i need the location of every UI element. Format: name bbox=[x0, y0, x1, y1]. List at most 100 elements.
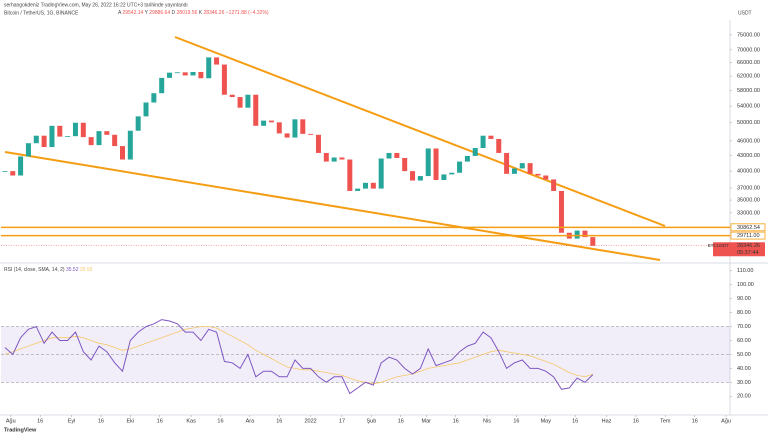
candle bbox=[33, 135, 39, 144]
candle bbox=[496, 138, 502, 153]
x-tick-label: May bbox=[541, 418, 552, 424]
candle bbox=[80, 122, 86, 138]
last-price-label: 28346.26 bbox=[737, 243, 760, 249]
last-price-tag bbox=[713, 242, 765, 257]
y-tick-label: 100.00 bbox=[737, 282, 754, 288]
candle bbox=[268, 120, 274, 123]
candle bbox=[292, 119, 298, 138]
y-tick-label: 40000.00 bbox=[737, 169, 760, 175]
candle bbox=[480, 135, 486, 149]
x-tick-label: 16 bbox=[453, 418, 459, 424]
y-tick-label: 37000.00 bbox=[737, 185, 760, 191]
y-tick-label: 80.00 bbox=[737, 310, 751, 316]
candle bbox=[49, 125, 55, 148]
trend-line bbox=[4, 151, 661, 261]
candle bbox=[112, 134, 118, 147]
candle bbox=[18, 156, 24, 176]
x-tick-label: 16 bbox=[217, 418, 223, 424]
candle bbox=[182, 72, 188, 76]
y-tick-label: 70000.00 bbox=[737, 47, 760, 53]
candle bbox=[504, 152, 510, 174]
candle bbox=[511, 168, 517, 174]
x-tick-label: Eki bbox=[127, 418, 135, 424]
candle bbox=[25, 143, 31, 157]
x-tick-label: 16 bbox=[572, 418, 578, 424]
x-tick-label: 16 bbox=[513, 418, 519, 424]
ohlc-value: 28019.56 bbox=[177, 10, 198, 16]
candle bbox=[378, 158, 384, 189]
candle bbox=[237, 97, 243, 108]
legend: RSI (14, close, SMA, 14, 2) 35.52 35.93 bbox=[4, 267, 93, 273]
candle bbox=[347, 159, 353, 191]
candle bbox=[221, 64, 227, 95]
y-tick-label: 110.00 bbox=[737, 268, 753, 274]
candle bbox=[253, 94, 259, 126]
x-tick-label: 16 bbox=[98, 418, 104, 424]
candle bbox=[151, 93, 157, 103]
publisher: serhangokdeniz TradingView.com, May 26, … bbox=[4, 2, 188, 8]
x-tick-label: 16 bbox=[37, 418, 43, 424]
level-label: 29711.00 bbox=[737, 233, 760, 239]
candle bbox=[174, 72, 180, 74]
candle bbox=[190, 71, 196, 76]
candle bbox=[159, 77, 165, 94]
x-tick-label: 16 bbox=[633, 418, 639, 424]
x-tick-label: 16 bbox=[398, 418, 404, 424]
candle bbox=[527, 163, 533, 174]
candle bbox=[308, 133, 314, 135]
x-tick-label: Ara bbox=[246, 418, 256, 424]
candle bbox=[206, 57, 212, 79]
candle bbox=[214, 57, 220, 65]
candle bbox=[120, 146, 125, 160]
y-tick-label: 50000.00 bbox=[737, 120, 760, 126]
candle bbox=[135, 116, 141, 131]
candle bbox=[104, 131, 110, 135]
ohlc-key: A bbox=[118, 10, 122, 16]
y-tick-label: 20.00 bbox=[737, 394, 751, 400]
rsi-line bbox=[4, 326, 593, 385]
candle bbox=[10, 171, 16, 176]
x-tick-label: Eyl bbox=[68, 418, 76, 424]
candle bbox=[88, 137, 94, 146]
candle bbox=[72, 122, 78, 137]
candle bbox=[229, 94, 235, 98]
candle bbox=[41, 135, 47, 148]
brand: TradingView bbox=[4, 427, 37, 433]
x-tick-label: 16 bbox=[157, 418, 163, 424]
candle bbox=[167, 72, 173, 78]
level-tag bbox=[730, 223, 766, 232]
y-tick-label: 33000.00 bbox=[737, 210, 760, 216]
candle bbox=[519, 163, 525, 169]
x-tick-label: Şub bbox=[366, 418, 376, 424]
candle bbox=[245, 94, 251, 108]
x-tick-label: Ağu bbox=[721, 418, 731, 424]
rsi-band bbox=[1, 326, 730, 383]
y-tick-label: 46000.00 bbox=[737, 138, 760, 144]
level-label: 30862.54 bbox=[737, 225, 760, 231]
y-tick-label: 54000.00 bbox=[737, 104, 760, 110]
ohlc-value: 29886.64 bbox=[149, 10, 170, 16]
candle bbox=[558, 190, 564, 233]
y-tick-label: 58000.00 bbox=[737, 88, 760, 94]
trend-line bbox=[174, 36, 666, 227]
y-tick-label: 66000.00 bbox=[737, 60, 760, 66]
ohlc-value: 28346.26 bbox=[204, 10, 225, 16]
ohlc: A 29542.14 Y 29886.64 D 28019.56 K 28346… bbox=[118, 10, 269, 16]
legend-value: 35.52 bbox=[66, 267, 79, 273]
x-tick-label: 16 bbox=[276, 418, 282, 424]
candle bbox=[457, 161, 463, 173]
candle bbox=[300, 119, 306, 134]
candle bbox=[355, 188, 361, 191]
y-tick-label: 35000.00 bbox=[737, 198, 760, 204]
ohlc-key: K bbox=[199, 10, 203, 16]
candle bbox=[323, 152, 329, 162]
ohlc-key: Y bbox=[145, 10, 149, 16]
y-tick-label: 75000.00 bbox=[737, 32, 760, 38]
legend-title: RSI (14, close, SMA, 14, 2) bbox=[4, 267, 65, 273]
candle bbox=[96, 131, 102, 146]
x-tick-label: 17 bbox=[339, 418, 345, 424]
candle bbox=[551, 179, 557, 191]
candle bbox=[2, 171, 8, 172]
